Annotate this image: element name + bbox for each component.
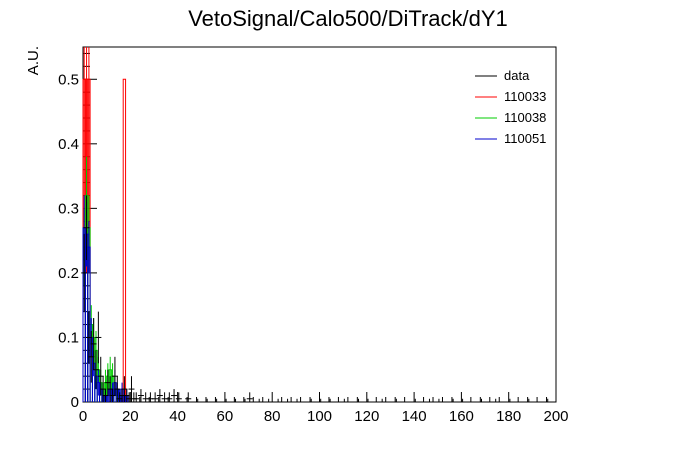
legend: data 110033 110038 110051 — [475, 68, 546, 146]
hist-bar-110033 — [122, 78, 127, 402]
x-tick-label: 200 — [543, 408, 568, 425]
y-tick-label: 0.1 — [58, 329, 79, 346]
y-tick-label: 0.3 — [58, 200, 79, 217]
legend-label-110033: 110033 — [504, 89, 546, 104]
plot-area: 0 20 40 60 80 100 120 140 160 180 200 0 0.1 0.2 0.3 0.4… — [58, 46, 569, 425]
x-tick-label: 40 — [169, 408, 186, 425]
x-tick-label: 140 — [402, 408, 427, 425]
x-tick-label: 20 — [122, 408, 139, 425]
y-tick-label: 0.5 — [58, 71, 79, 88]
legend-label-110038: 110038 — [504, 110, 546, 125]
x-tick-label: 100 — [307, 408, 332, 425]
legend-label-110051: 110051 — [504, 131, 546, 146]
y-tick-label: 0 — [71, 394, 79, 411]
x-tick-label: 80 — [264, 408, 281, 425]
x-tick-label: 0 — [79, 408, 87, 425]
y-tick-label: 0.2 — [58, 265, 79, 282]
x-tick-label: 180 — [496, 408, 521, 425]
x-tick-label: 160 — [449, 408, 474, 425]
series-data-group — [81, 195, 551, 403]
x-tick-label: 60 — [217, 408, 234, 425]
plot-frame — [82, 46, 557, 403]
y-tick-label: 0.4 — [58, 136, 79, 153]
x-tick-label: 120 — [354, 408, 379, 425]
chart-title: VetoSignal/Calo500/DiTrack/dY1 — [188, 6, 508, 31]
legend-label-data: data — [504, 68, 530, 83]
y-axis-label: A.U. — [25, 46, 42, 75]
